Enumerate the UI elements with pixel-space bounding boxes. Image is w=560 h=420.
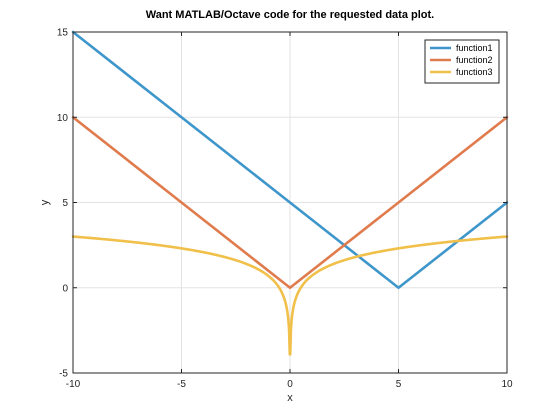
series-layer	[71, 30, 509, 356]
x-axis-label: x	[287, 392, 293, 404]
y-tick-label: 5	[62, 198, 68, 209]
x-tick-label: 10	[501, 379, 513, 390]
legend: function1 function2 function3	[424, 39, 500, 84]
y-tick-label: 15	[57, 28, 69, 39]
series-line-function1	[71, 30, 509, 290]
axes	[72, 31, 508, 374]
x-tick-label: -5	[177, 379, 186, 390]
y-tick-label: -5	[59, 369, 68, 380]
x-tick-label: 0	[287, 379, 293, 390]
y-tick-label: 0	[62, 283, 68, 294]
series-line-function3	[71, 235, 509, 356]
legend-label-function1: function1	[456, 43, 493, 53]
series-line-function2	[71, 115, 509, 290]
legend-label-function2: function2	[456, 55, 493, 65]
legend-label-function3: function3	[456, 67, 493, 77]
x-tick-label: 5	[396, 379, 402, 390]
chart-title: Want MATLAB/Octave code for the requeste…	[146, 9, 434, 21]
x-tick-label: -10	[66, 379, 81, 390]
y-axis-label: y	[39, 199, 51, 205]
y-tick-label: 10	[57, 113, 69, 124]
